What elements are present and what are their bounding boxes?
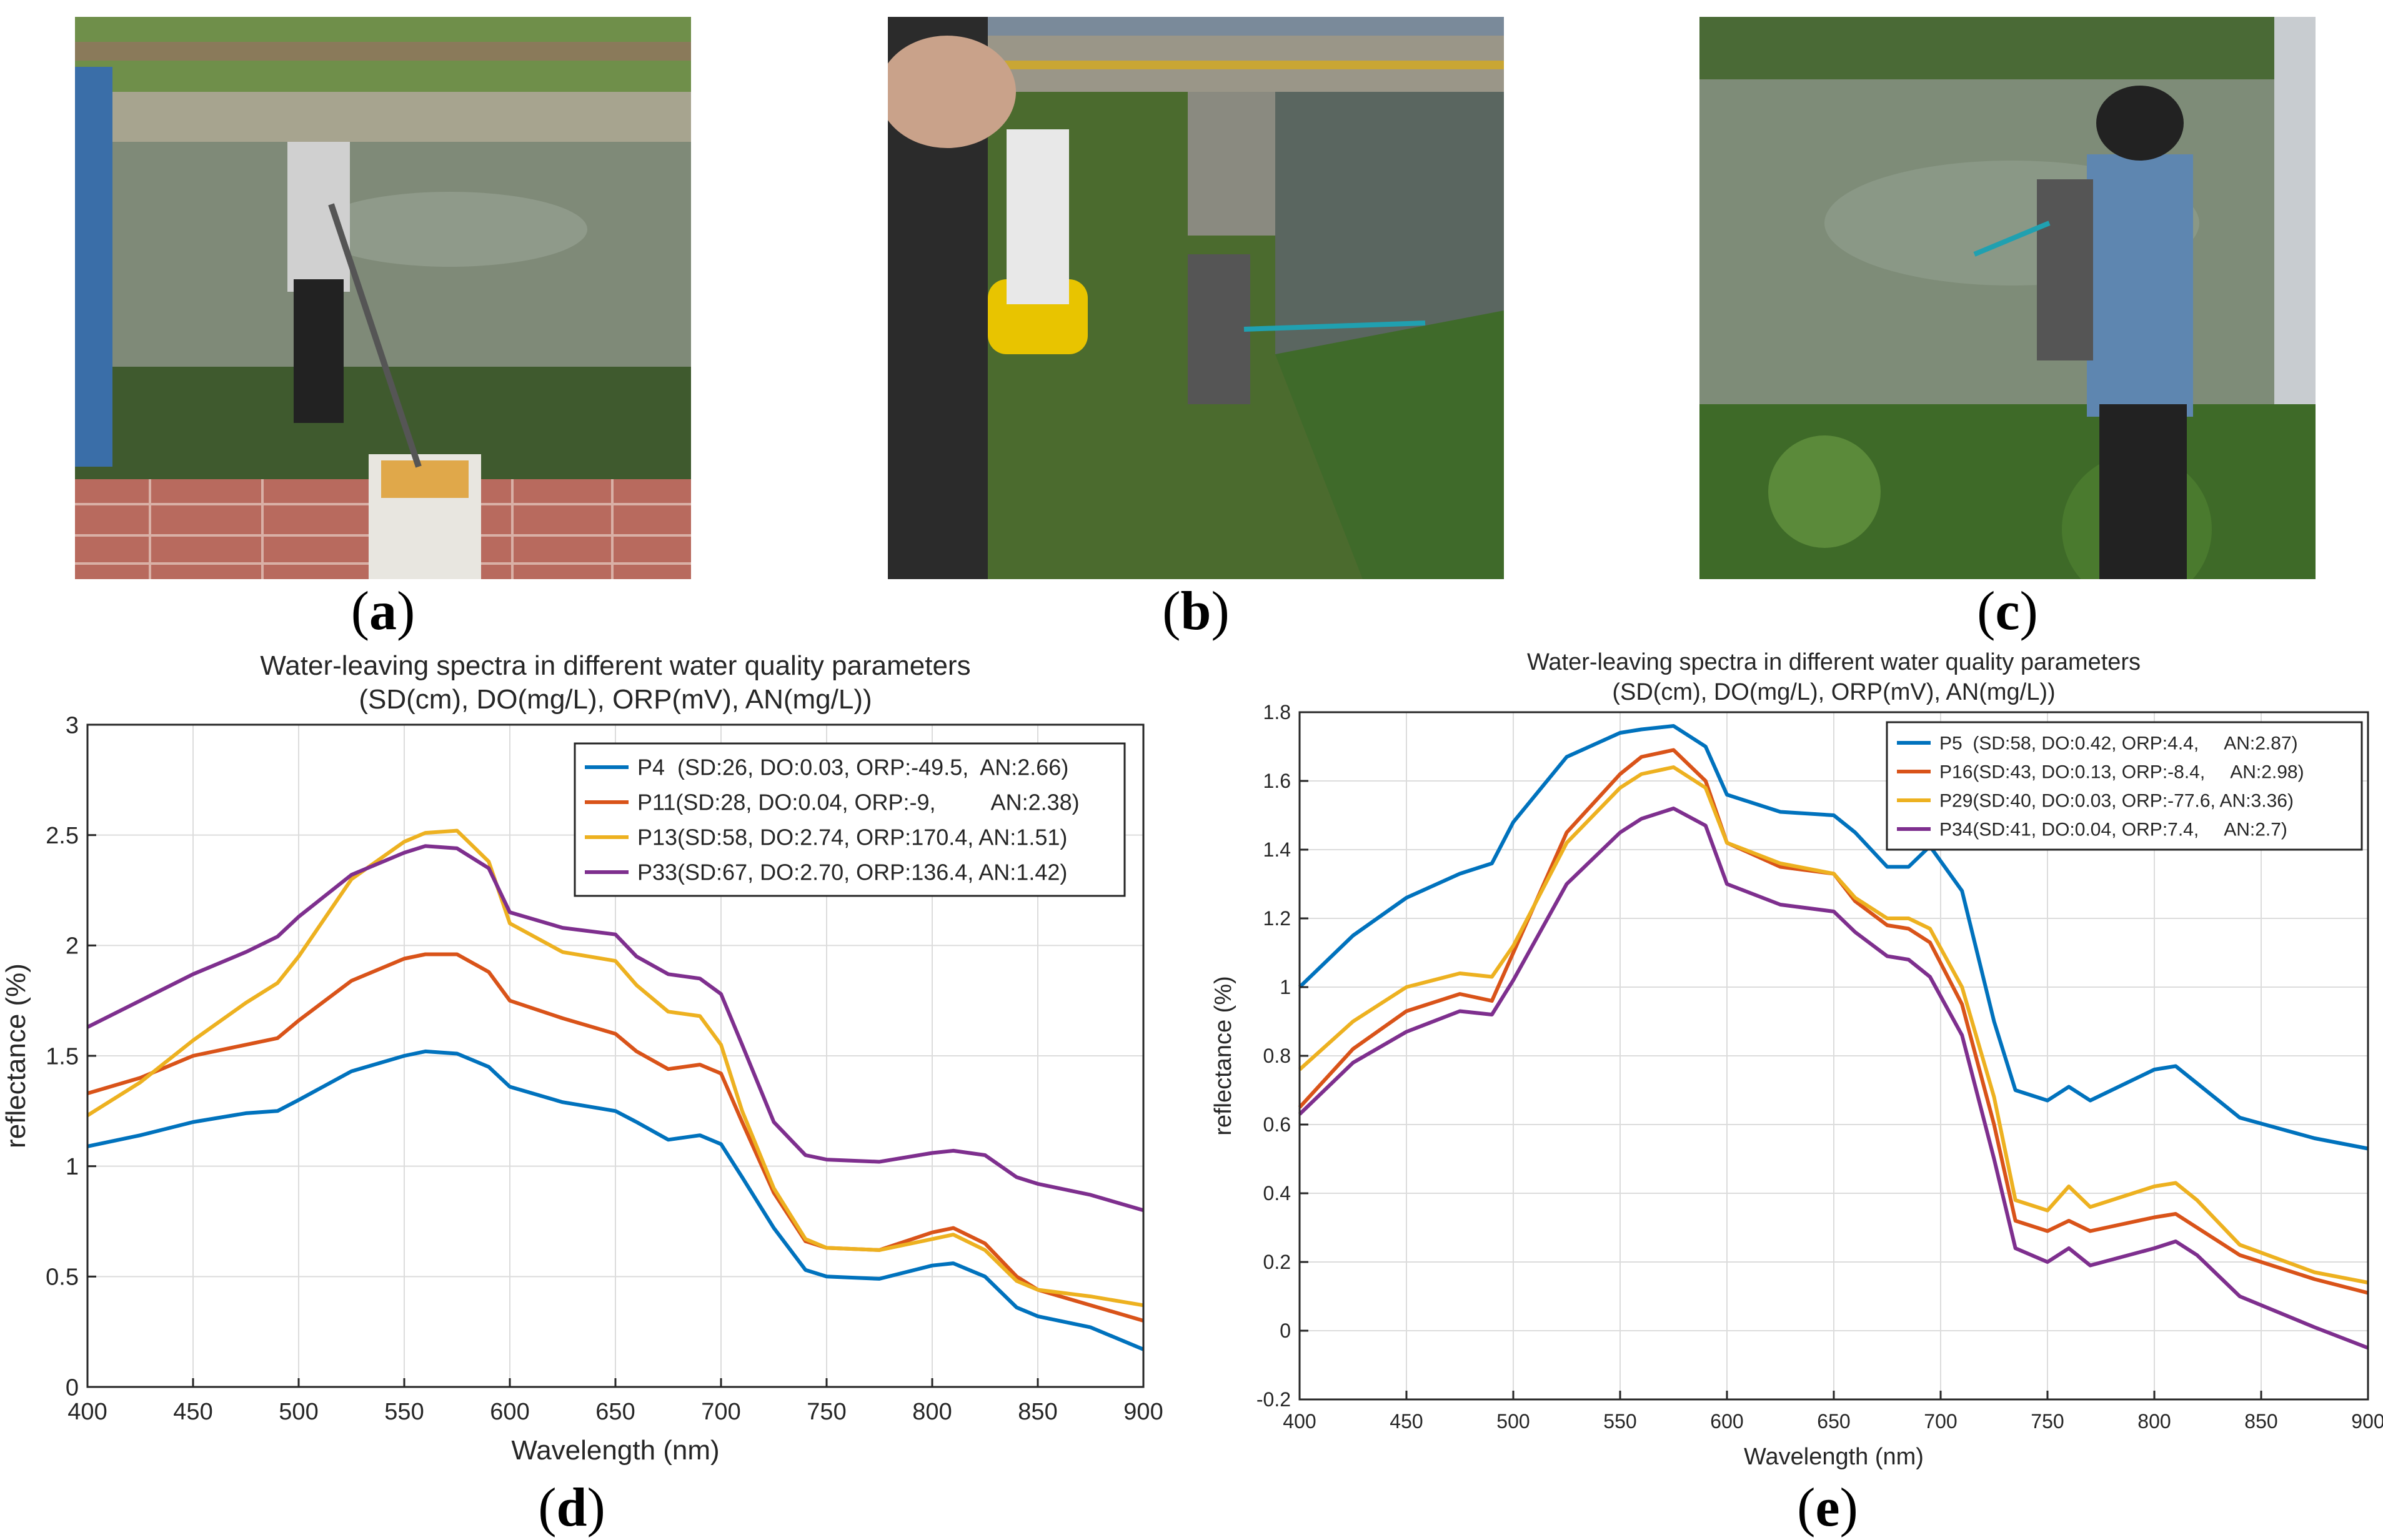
x-tick-label: 450	[173, 1399, 212, 1425]
y-axis-label: reflectance (%)	[1, 963, 31, 1148]
label-e-text: e	[1815, 1478, 1840, 1538]
x-tick-label: 500	[1496, 1410, 1530, 1433]
legend: P4 (SD:26, DO:0.03, ORP:-49.5, AN:2.66) P…	[574, 742, 1126, 897]
x-tick-label: 850	[1018, 1399, 1057, 1425]
x-tick-label: 900	[1123, 1399, 1163, 1425]
y-tick-label: 2.5	[46, 823, 79, 849]
label-b: (b)	[1162, 581, 1230, 642]
x-tick-label: 600	[490, 1399, 529, 1425]
chart-subtitle: (SD(cm), DO(mg/L), ORP(mV), AN(mg/L))	[1612, 679, 2055, 705]
legend-label-1: P5 (SD:58, DO:0.42, ORP:4.4, AN:2.87)	[1939, 733, 2298, 754]
series-line-3	[86, 828, 1144, 1308]
y-tick-label: 0.6	[1263, 1113, 1291, 1136]
x-tick-label: 700	[1924, 1410, 1957, 1433]
x-tick-label: 750	[807, 1399, 846, 1425]
chart-e-svg: Water-leaving spectra in different water…	[1210, 649, 2383, 1470]
legend-box	[1886, 721, 2363, 851]
series-line-3	[1298, 765, 2369, 1284]
y-tick-label: 3	[66, 712, 79, 738]
x-tick-label: 750	[2031, 1410, 2064, 1433]
legend-label-2: P16(SD:43, DO:0.13, ORP:-8.4, AN:2.98)	[1939, 762, 2304, 783]
label-c: (c)	[1977, 581, 2038, 642]
chart-title: Water-leaving spectra in different water…	[1527, 649, 2141, 675]
series-line-2	[87, 952, 1144, 1323]
x-tick-label: 650	[1817, 1410, 1850, 1433]
y-tick-label: 1.6	[1263, 770, 1291, 792]
x-tick-label: 850	[2244, 1410, 2277, 1433]
chart-e: Water-leaving spectra in different water…	[1206, 643, 2383, 1470]
legend-label-3: P29(SD:40, DO:0.03, ORP:-77.6, AN:3.36)	[1939, 791, 2294, 812]
y-tick-label: -0.2	[1256, 1388, 1291, 1411]
y-axis-label: reflectance (%)	[1210, 976, 1236, 1136]
legend-label-4: P33(SD:67, DO:2.70, ORP:136.4, AN:1.42)	[637, 860, 1067, 885]
x-tick-label: 700	[701, 1399, 740, 1425]
series-line-1	[1298, 724, 2369, 1151]
x-tick-label: 800	[2137, 1410, 2171, 1433]
x-tick-label: 500	[279, 1399, 318, 1425]
label-d-text: d	[556, 1478, 587, 1538]
x-tick-label: 400	[67, 1399, 107, 1425]
y-tick-label: 1.5	[46, 1043, 79, 1070]
x-tick-label: 550	[384, 1399, 424, 1425]
x-axis-label: Wavelength (nm)	[511, 1435, 719, 1466]
y-tick-label: 1.8	[1263, 701, 1291, 723]
label-c-text: c	[1995, 581, 2020, 642]
series-line-4	[86, 844, 1144, 1213]
x-tick-label: 800	[912, 1399, 952, 1425]
legend-label-1: P4 (SD:26, DO:0.03, ORP:-49.5, AN:2.66)	[637, 755, 1068, 780]
x-tick-label: 650	[595, 1399, 635, 1425]
y-tick-label: 0.5	[46, 1264, 79, 1291]
y-tick-label: 0	[66, 1374, 79, 1401]
x-tick-label: 900	[2351, 1410, 2383, 1433]
y-tick-label: 0	[1280, 1319, 1291, 1342]
series-line-4	[1298, 807, 2369, 1350]
photo-c	[1699, 17, 2316, 579]
x-tick-label: 400	[1283, 1410, 1316, 1433]
photo-a	[75, 17, 691, 579]
chart-title: Water-leaving spectra in different water…	[260, 650, 970, 681]
y-tick-label: 1.4	[1263, 838, 1291, 861]
label-b-text: b	[1180, 581, 1211, 642]
series-line-1	[87, 1049, 1145, 1351]
x-tick-label: 600	[1710, 1410, 1743, 1433]
y-tick-label: 0.4	[1263, 1182, 1291, 1205]
y-tick-label: 0.8	[1263, 1045, 1291, 1067]
x-tick-label: 450	[1390, 1410, 1423, 1433]
legend: P5 (SD:58, DO:0.42, ORP:4.4, AN:2.87) P16…	[1886, 721, 2363, 851]
x-axis-label: Wavelength (nm)	[1744, 1444, 1924, 1470]
label-a-text: a	[369, 581, 397, 642]
chart-subtitle: (SD(cm), DO(mg/L), ORP(mV), AN(mg/L))	[359, 684, 872, 715]
label-d: (d)	[538, 1478, 605, 1538]
x-tick-label: 550	[1603, 1410, 1636, 1433]
y-tick-label: 1.2	[1263, 907, 1291, 930]
label-e: (e)	[1797, 1478, 1858, 1538]
y-tick-label: 1	[1280, 976, 1291, 998]
chart-d-svg: Water-leaving spectra in different water…	[1, 650, 1163, 1466]
series-line-2	[1298, 748, 2369, 1295]
label-a: (a)	[351, 581, 415, 642]
photo-b	[888, 17, 1504, 579]
legend-box	[574, 742, 1126, 897]
legend-label-2: P11(SD:28, DO:0.04, ORP:-9, AN:2.38)	[637, 790, 1080, 815]
legend-label-3: P13(SD:58, DO:2.74, ORP:170.4, AN:1.51)	[637, 825, 1067, 850]
y-tick-label: 0.2	[1263, 1251, 1291, 1273]
y-tick-label: 1	[66, 1154, 79, 1180]
chart-d: Water-leaving spectra in different water…	[0, 643, 1175, 1468]
y-tick-label: 2	[66, 933, 79, 960]
legend-label-4: P34(SD:41, DO:0.04, ORP:7.4, AN:2.7)	[1939, 820, 2287, 840]
